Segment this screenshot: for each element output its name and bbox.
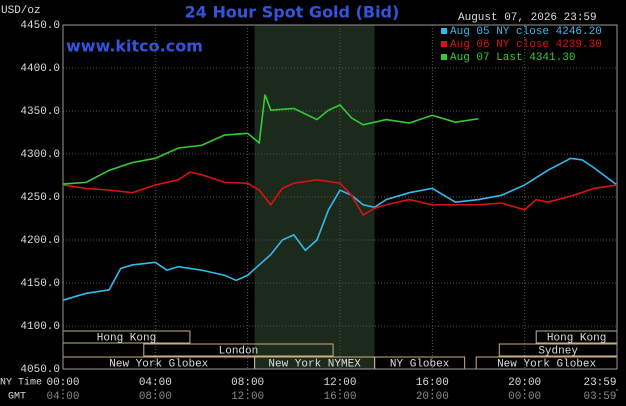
session-label: Hong Kong [547, 332, 606, 344]
legend-swatch [441, 54, 447, 60]
x-tick-label: 04:00 [139, 377, 172, 389]
x2-tick-label: 00:00 [508, 391, 541, 403]
session-label: Sydney [538, 345, 578, 357]
x2-tick-label: 12:00 [231, 391, 264, 403]
session-label: New York NYMEX [268, 358, 361, 370]
y-axis-label: USD/oz [1, 5, 41, 17]
x2-axis-label: GMT [8, 392, 26, 403]
x2-tick-label: 08:00 [139, 391, 172, 403]
session-label: London [219, 345, 259, 357]
legend-entry: Aug 05 NY close 4246.20 [450, 26, 602, 38]
x-tick-label: 12:00 [323, 377, 356, 389]
x-tick-label: 16:00 [416, 377, 449, 389]
y-tick-label: 4050.0 [20, 364, 60, 376]
session-label: New York Globex [109, 358, 208, 370]
x-tick-label: 00:00 [46, 377, 79, 389]
price-line [62, 157, 618, 301]
timestamp: August 07, 2026 23:59 [458, 12, 597, 24]
session-label: Hong Kong [97, 332, 156, 344]
x-tick-label: 20:00 [508, 377, 541, 389]
y-tick-label: 4450.0 [20, 20, 60, 32]
price-line [62, 94, 479, 185]
session-label: NY Globex [390, 358, 450, 370]
x2-tick-label: 03:59 [583, 391, 616, 403]
y-tick-label: 4350.0 [20, 106, 60, 118]
x2-tick-label: 20:00 [416, 391, 449, 403]
legend-entry: Aug 06 NY close 4239.30 [450, 39, 602, 51]
price-line [62, 171, 618, 217]
session-label: New York Globex [497, 358, 596, 370]
x-tick-label: 23:59 [583, 377, 616, 389]
y-tick-label: 4200.0 [20, 235, 60, 247]
plot-frame [62, 24, 618, 370]
chart-title: 24 Hour Spot Gold (Bid) [185, 3, 400, 22]
x2-tick-label: 16:00 [323, 391, 356, 403]
x-tick-label: 08:00 [231, 377, 264, 389]
watermark: www.kitco.com [66, 37, 203, 56]
y-tick-label: 4250.0 [20, 192, 60, 204]
y-tick-label: 4400.0 [20, 63, 60, 75]
legend-swatch [441, 41, 447, 47]
plot-layer [62, 24, 618, 370]
x-axis-label: NY Time [0, 377, 42, 389]
y-tick-label: 4300.0 [20, 149, 60, 161]
y-tick-label: 4150.0 [20, 278, 60, 290]
x2-tick-label: 04:00 [46, 391, 79, 403]
y-tick-label: 4100.0 [20, 321, 60, 333]
session-shade [254, 25, 375, 369]
legend-swatch [441, 28, 447, 34]
session-box [143, 343, 334, 357]
legend-entry: Aug 07 Last 4341.30 [450, 52, 575, 64]
